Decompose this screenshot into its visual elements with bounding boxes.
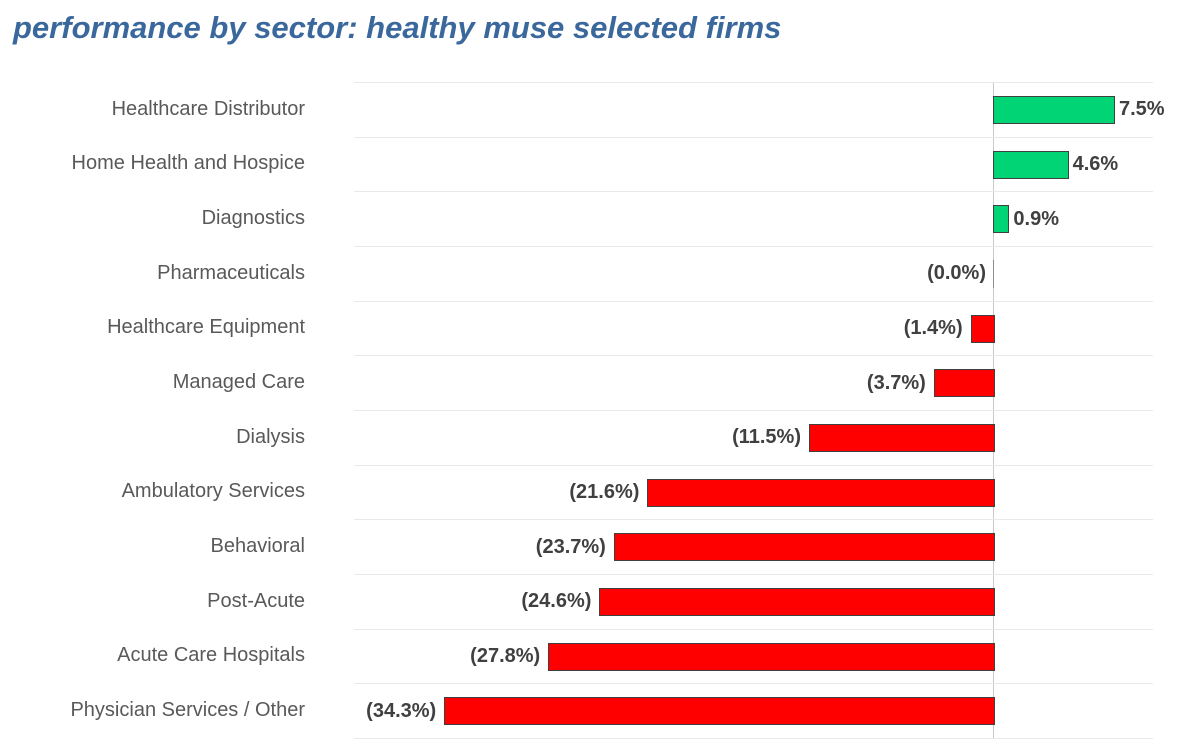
chart-row: Post-Acute (24.6%) bbox=[0, 573, 1200, 629]
category-label: Acute Care Hospitals bbox=[117, 644, 305, 667]
category-label: Behavioral bbox=[210, 535, 305, 558]
category-label: Managed Care bbox=[172, 371, 305, 394]
bar bbox=[933, 369, 995, 398]
chart-row: Dialysis (11.5%) bbox=[0, 409, 1200, 465]
category-label: Healthcare Distributor bbox=[111, 97, 305, 120]
value-label: (34.3%) bbox=[366, 699, 437, 722]
row-plot-area: (24.6%) bbox=[354, 573, 1153, 629]
chart-row: Ambulatory Services (21.6%) bbox=[0, 464, 1200, 520]
bar bbox=[993, 96, 1115, 124]
bar bbox=[993, 150, 1069, 179]
row-plot-area: 0.9% bbox=[354, 191, 1153, 246]
bar bbox=[809, 423, 995, 452]
value-label: (24.6%) bbox=[521, 590, 592, 613]
value-label: 4.6% bbox=[1072, 152, 1119, 175]
chart-row: Healthcare Distributor 7.5% bbox=[0, 82, 1200, 137]
value-label: (27.8%) bbox=[470, 644, 541, 667]
row-plot-area: (3.7%) bbox=[354, 355, 1153, 410]
chart-row: Physician Services / Other (34.3%) bbox=[0, 683, 1200, 738]
value-label: (0.0%) bbox=[927, 262, 986, 285]
chart-row: Home Health and Hospice 4.6% bbox=[0, 136, 1200, 192]
category-label: Healthcare Equipment bbox=[107, 316, 305, 339]
bar-chart-rows: Healthcare Distributor 7.5% Home Health … bbox=[0, 82, 1200, 738]
value-label: (3.7%) bbox=[866, 371, 926, 394]
row-plot-area: (34.3%) bbox=[354, 683, 1153, 738]
chart-row: Healthcare Equipment (1.4%) bbox=[0, 300, 1200, 356]
chart-row: Acute Care Hospitals (27.8%) bbox=[0, 628, 1200, 684]
value-label: (23.7%) bbox=[535, 535, 606, 558]
row-plot-area: (0.0%) bbox=[354, 245, 1153, 301]
chart-title: performance by sector: healthy muse sele… bbox=[13, 10, 782, 45]
row-plot-area: (21.6%) bbox=[354, 464, 1153, 520]
row-plot-area: 4.6% bbox=[354, 136, 1153, 192]
chart-row: Managed Care (3.7%) bbox=[0, 355, 1200, 410]
bar bbox=[613, 533, 995, 562]
row-plot-area: (11.5%) bbox=[354, 409, 1153, 465]
value-label: 0.9% bbox=[1013, 207, 1059, 230]
chart-row: Pharmaceuticals (0.0%) bbox=[0, 245, 1200, 301]
chart-row: Diagnostics 0.9% bbox=[0, 191, 1200, 246]
category-label: Post-Acute bbox=[207, 589, 305, 612]
bar bbox=[993, 259, 994, 288]
value-label: (21.6%) bbox=[569, 480, 640, 503]
row-plot-area: (1.4%) bbox=[354, 300, 1153, 356]
row-plot-area: 7.5% bbox=[354, 82, 1165, 137]
bar bbox=[647, 478, 995, 507]
category-label: Home Health and Hospice bbox=[71, 152, 305, 175]
category-label: Physician Services / Other bbox=[70, 699, 305, 722]
bar bbox=[970, 314, 995, 343]
chart-baseline bbox=[354, 738, 1153, 739]
category-label: Pharmaceuticals bbox=[157, 261, 305, 284]
category-label: Dialysis bbox=[236, 425, 305, 448]
category-label: Diagnostics bbox=[201, 207, 305, 230]
value-label: 7.5% bbox=[1119, 98, 1165, 121]
value-label: (11.5%) bbox=[732, 426, 801, 449]
category-label: Ambulatory Services bbox=[121, 480, 305, 503]
bar bbox=[599, 587, 995, 616]
bar bbox=[444, 697, 995, 726]
row-plot-area: (23.7%) bbox=[354, 519, 1153, 574]
bar bbox=[548, 642, 995, 671]
row-plot-area: (27.8%) bbox=[354, 628, 1153, 684]
value-label: (1.4%) bbox=[903, 316, 963, 339]
bar bbox=[993, 205, 1010, 234]
chart-row: Behavioral (23.7%) bbox=[0, 519, 1200, 574]
